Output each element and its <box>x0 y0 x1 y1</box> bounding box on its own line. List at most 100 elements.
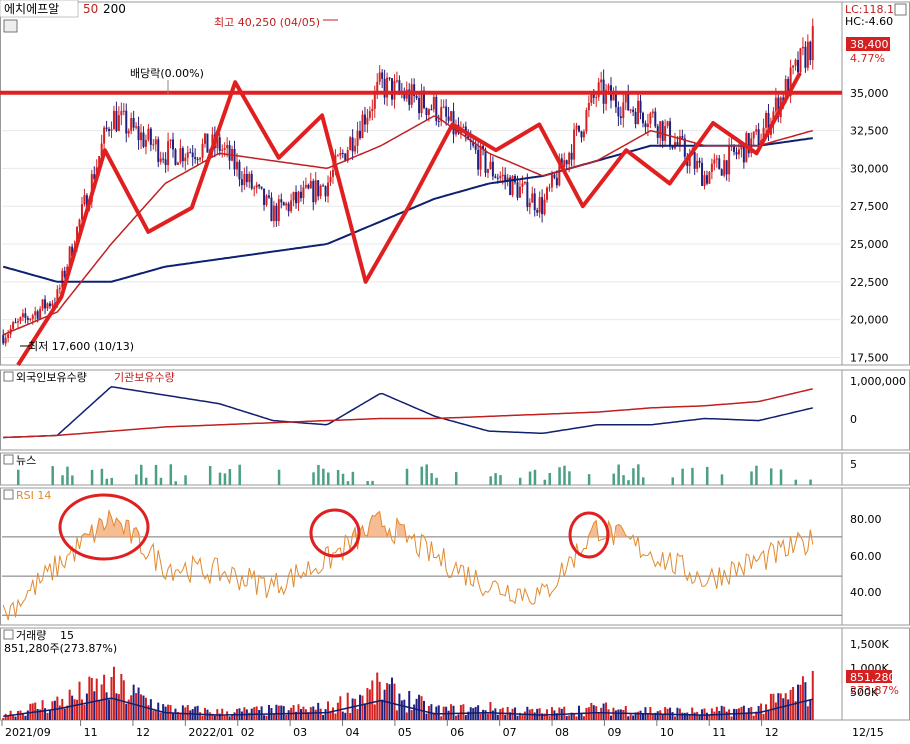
price-candle <box>238 161 241 180</box>
price-candle <box>715 158 718 160</box>
volume-bar <box>105 692 108 720</box>
price-candle <box>445 106 448 117</box>
volume-bar <box>450 704 453 720</box>
volume-bar <box>619 709 622 720</box>
news-bar <box>720 474 724 485</box>
price-candle <box>735 152 738 155</box>
price-candle <box>122 110 125 112</box>
institution-holdings-line <box>3 388 813 439</box>
volume-bar <box>218 713 221 720</box>
x-axis: 2021/09 11 12 2022/01 02 03 04 05 06 07 08 09 10 11 12 <box>1 720 779 739</box>
rsi-grid <box>2 536 842 616</box>
price-axis: 35,000 32,500 30,000 27,500 25,000 22,500 20,0… <box>850 87 889 365</box>
price-candle <box>474 145 477 150</box>
maximize-icon[interactable] <box>894 3 907 16</box>
price-candle <box>4 338 7 344</box>
price-candle <box>115 110 118 131</box>
news-bar <box>238 464 241 485</box>
price-candle <box>484 149 487 173</box>
rsi-circle-3 <box>568 511 610 559</box>
price-candle <box>144 139 147 147</box>
price-candle <box>108 128 111 131</box>
volume-bar <box>51 701 54 720</box>
volume-bar <box>83 704 86 720</box>
price-candle <box>806 41 809 68</box>
price-candle <box>61 270 64 288</box>
news-bar <box>563 465 566 485</box>
volume-expand-icon[interactable] <box>3 629 14 640</box>
volume-bar <box>698 715 701 720</box>
price-candle <box>804 46 807 68</box>
price-candle <box>378 72 381 82</box>
volume-bar <box>263 715 266 720</box>
price-candle <box>186 152 189 158</box>
price-candle <box>619 116 622 119</box>
price-candle <box>393 80 396 100</box>
volume-bar <box>730 716 733 720</box>
price-candle <box>376 81 379 91</box>
news-bar <box>779 469 783 485</box>
settings-icon[interactable] <box>3 19 18 33</box>
price-candle <box>29 318 32 320</box>
price-candle <box>501 174 504 177</box>
volume-bar <box>130 695 133 720</box>
price-candle <box>206 133 209 153</box>
price-candle <box>371 108 374 112</box>
price-candle <box>56 289 59 304</box>
volume-bar <box>127 699 130 720</box>
volume-bar <box>334 713 337 720</box>
price-candle <box>450 111 453 121</box>
volume-bar <box>639 710 642 720</box>
volume-bar <box>418 694 421 720</box>
volume-bar <box>467 711 470 720</box>
news-bar <box>425 464 428 485</box>
volume-bar <box>176 712 179 720</box>
rsi-expand-icon[interactable] <box>3 489 14 500</box>
volume-bar <box>122 680 125 720</box>
volume-bar <box>66 705 69 720</box>
holdings-tick-1: 1,000,000 <box>850 375 906 388</box>
panel-frame <box>0 369 910 451</box>
volume-bar <box>100 684 103 720</box>
volume-bar <box>521 714 524 720</box>
volume-value-badge <box>846 670 892 683</box>
price-candle <box>747 133 750 154</box>
volume-bar <box>272 713 275 720</box>
price-candle <box>688 155 691 167</box>
news-expand-icon[interactable] <box>3 454 14 465</box>
holdings-expand-icon[interactable] <box>3 371 14 382</box>
news-bar <box>691 467 694 485</box>
volume-bar <box>420 696 423 720</box>
lc-label: LC:118.18 <box>845 3 901 16</box>
news-bar <box>135 474 138 485</box>
price-candle <box>147 128 150 140</box>
volume-bar <box>563 706 566 720</box>
price-candle <box>578 125 581 132</box>
volume-bar <box>580 713 583 720</box>
volume-bar <box>629 714 632 720</box>
news-bar <box>228 469 232 485</box>
news-bar <box>140 464 143 485</box>
volume-bar <box>541 713 544 720</box>
price-candle <box>774 97 777 112</box>
volume-bar <box>457 714 460 720</box>
price-candle <box>356 130 359 146</box>
price-candle <box>304 184 307 188</box>
price-candle <box>755 129 758 132</box>
price-candle <box>201 143 204 158</box>
price-candle <box>479 145 482 170</box>
price-candle <box>368 111 371 118</box>
news-bar <box>327 472 330 485</box>
price-candle <box>248 173 251 183</box>
news-bar <box>430 473 433 485</box>
volume-bar <box>103 674 106 720</box>
price-candle <box>563 160 566 168</box>
price-candle <box>531 193 534 203</box>
volume-bar <box>573 712 576 720</box>
stock-name[interactable]: 에치에프알 <box>4 2 59 16</box>
rsi-tick-80: 80.00 <box>850 513 882 526</box>
volume-bar <box>142 695 145 720</box>
price-candle <box>664 126 667 141</box>
price-candle <box>14 322 17 324</box>
price-candle <box>221 149 224 151</box>
